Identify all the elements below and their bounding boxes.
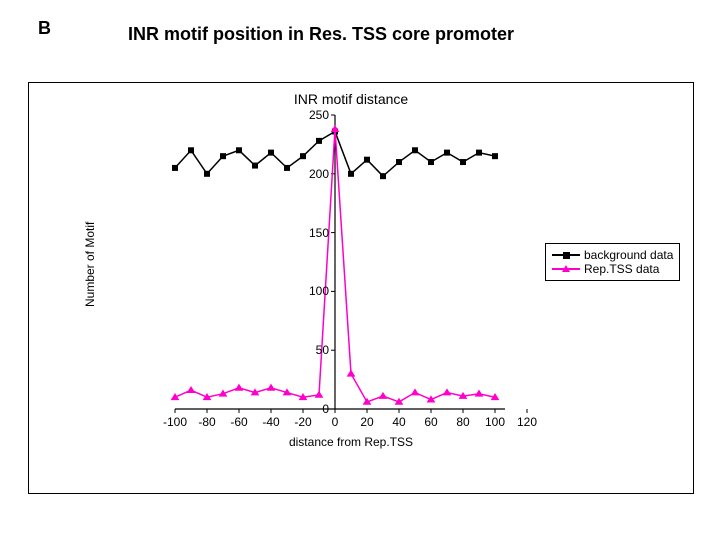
data-marker xyxy=(204,171,210,177)
data-marker xyxy=(396,159,402,165)
data-marker xyxy=(379,392,388,399)
panel-label: B xyxy=(38,18,51,39)
data-marker xyxy=(492,153,498,159)
y-tick-label: 200 xyxy=(293,167,329,181)
data-marker xyxy=(172,165,178,171)
data-marker xyxy=(187,386,196,393)
y-tick-label: 50 xyxy=(293,343,329,357)
page-title: INR motif position in Res. TSS core prom… xyxy=(128,24,514,45)
chart-frame: INR motif distance Number of Motif dista… xyxy=(28,82,694,494)
x-tick-label: -80 xyxy=(192,415,222,429)
data-marker xyxy=(220,153,226,159)
legend-item: background data xyxy=(552,248,673,262)
data-marker xyxy=(443,388,452,395)
data-marker xyxy=(236,147,242,153)
data-marker xyxy=(380,173,386,179)
data-marker xyxy=(444,150,450,156)
data-marker xyxy=(428,159,434,165)
y-tick-label: 150 xyxy=(293,226,329,240)
x-tick-label: 100 xyxy=(480,415,510,429)
data-marker xyxy=(300,153,306,159)
data-marker xyxy=(347,370,356,377)
data-marker xyxy=(460,159,466,165)
plot-area xyxy=(29,83,695,495)
x-tick-label: -100 xyxy=(160,415,190,429)
x-tick-label: -40 xyxy=(256,415,286,429)
x-tick-label: -20 xyxy=(288,415,318,429)
triangle-marker-icon xyxy=(562,265,570,272)
legend-label: Rep.TSS data xyxy=(584,262,659,276)
data-marker xyxy=(364,157,370,163)
x-tick-label: 60 xyxy=(416,415,446,429)
data-marker xyxy=(235,384,244,391)
data-marker xyxy=(476,150,482,156)
x-tick-label: 20 xyxy=(352,415,382,429)
x-tick-label: 120 xyxy=(512,415,542,429)
data-marker xyxy=(252,163,258,169)
data-marker xyxy=(188,147,194,153)
x-tick-label: 0 xyxy=(320,415,350,429)
data-marker xyxy=(411,388,420,395)
x-tick-label: 40 xyxy=(384,415,414,429)
data-marker xyxy=(268,150,274,156)
y-tick-label: 250 xyxy=(293,108,329,122)
data-marker xyxy=(475,390,484,397)
x-tick-label: -60 xyxy=(224,415,254,429)
x-tick-label: 80 xyxy=(448,415,478,429)
square-marker-icon xyxy=(563,252,570,259)
legend-sample xyxy=(552,263,580,275)
data-marker xyxy=(316,138,322,144)
y-tick-label: 0 xyxy=(293,402,329,416)
data-marker xyxy=(284,165,290,171)
data-marker xyxy=(348,171,354,177)
legend-item: Rep.TSS data xyxy=(552,262,673,276)
legend-sample xyxy=(552,249,580,261)
data-marker xyxy=(331,125,340,132)
legend: background dataRep.TSS data xyxy=(545,243,680,281)
data-marker xyxy=(315,391,324,398)
data-marker xyxy=(412,147,418,153)
y-tick-label: 100 xyxy=(293,284,329,298)
legend-label: background data xyxy=(584,248,673,262)
data-marker xyxy=(267,384,276,391)
